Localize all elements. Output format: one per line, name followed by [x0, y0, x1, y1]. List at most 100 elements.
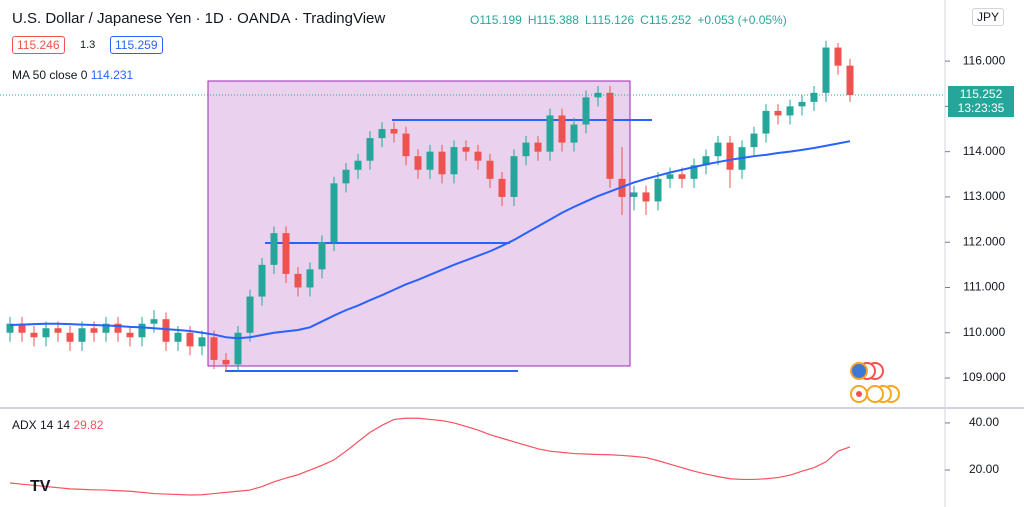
candle-body — [786, 106, 794, 116]
candle-body — [210, 337, 218, 360]
y-tick-label: 112.000 — [963, 234, 1006, 248]
candle-body — [630, 192, 638, 197]
line-series — [9, 417, 851, 496]
y-tick-label: 110.000 — [963, 325, 1006, 339]
last-price: 115.252 — [959, 87, 1003, 101]
candle-body — [174, 332, 182, 342]
ohlc-values: O115.199 H115.388 L115.126 C115.252 +0.053 (… — [470, 12, 793, 27]
candle-body — [462, 147, 470, 152]
candle-body — [270, 233, 278, 265]
y-tick-label: 113.000 — [963, 189, 1006, 203]
candle-body — [114, 323, 122, 333]
candle-body — [234, 332, 242, 365]
candle-body — [102, 323, 110, 333]
candle-body — [498, 178, 506, 197]
candle-body — [798, 101, 806, 107]
candle-body — [354, 160, 362, 170]
adx-name: ADX 14 14 — [12, 418, 71, 432]
candle-body — [486, 160, 494, 179]
ma-name: MA 50 close 0 — [12, 68, 88, 82]
buy-button[interactable]: 115.259 — [110, 36, 163, 54]
logo: TV — [30, 478, 51, 495]
candle-body — [762, 110, 770, 134]
candle-body — [810, 92, 818, 102]
ohlc-value: H115.388 — [527, 13, 579, 27]
candle-body — [150, 319, 158, 324]
candle-body — [606, 92, 614, 179]
candle-body — [846, 65, 854, 95]
candle-body — [390, 129, 398, 134]
ohlc-value: C115.252 — [640, 13, 692, 27]
candle-body — [90, 328, 98, 333]
candle-body — [186, 332, 194, 347]
range-box — [207, 80, 631, 367]
ohlc-value: L115.126 — [584, 13, 635, 27]
candle-body — [162, 319, 170, 342]
ma-value: 114.231 — [90, 68, 134, 82]
candle-body — [18, 323, 26, 333]
candle-body — [822, 47, 830, 93]
candle-body — [402, 133, 410, 157]
y-tick-label: 116.000 — [963, 53, 1006, 67]
candle-body — [510, 156, 518, 197]
candle-body — [246, 296, 254, 333]
y-tick-label: 114.000 — [963, 144, 1006, 158]
y-tick-label: 20.00 — [969, 462, 999, 476]
candle-body — [318, 242, 326, 270]
candle-body — [30, 332, 38, 338]
currency-button[interactable]: JPY — [972, 8, 1005, 26]
y-tick-label: 111.000 — [963, 280, 1005, 294]
adx-legend: ADX 14 14 29.82 — [12, 418, 103, 432]
ohlc-value: +0.053 (+0.05%) — [697, 13, 787, 27]
candle-body — [834, 47, 842, 66]
candle-body — [222, 359, 230, 365]
countdown: 13:23:35 — [957, 101, 1005, 115]
candle-body — [426, 151, 434, 170]
candle-body — [678, 174, 686, 179]
candle-body — [438, 151, 446, 175]
event-icons — [850, 362, 900, 403]
candle-body — [330, 183, 338, 243]
adx-value: 29.82 — [73, 418, 104, 432]
sell-button[interactable]: 115.246 — [12, 36, 65, 54]
candle-body — [570, 124, 578, 143]
candle-body — [282, 233, 290, 274]
candle-body — [474, 151, 482, 161]
line-series — [9, 140, 851, 340]
candle-body — [450, 147, 458, 175]
candle-body — [774, 110, 782, 116]
candle-body — [138, 323, 146, 338]
y-tick-label: 40.00 — [969, 415, 999, 429]
ma-legend: MA 50 close 0 114.231 — [12, 68, 133, 82]
candle-body — [534, 142, 542, 152]
candle-body — [378, 129, 386, 139]
candle-body — [714, 142, 722, 157]
candle-body — [522, 142, 530, 157]
last-price-label: 115.252 13:23:35 — [948, 86, 1014, 117]
candle-body — [306, 269, 314, 288]
candle-body — [642, 192, 650, 202]
candle-body — [126, 332, 134, 338]
candle-body — [6, 323, 14, 333]
candle-body — [702, 156, 710, 166]
candle-body — [666, 174, 674, 179]
candle-body — [750, 133, 758, 148]
candle-body — [78, 328, 86, 342]
y-tick-label: 109.000 — [962, 370, 1006, 384]
candle-body — [582, 97, 590, 125]
candle-body — [690, 165, 698, 179]
candle-body — [546, 115, 554, 152]
chart-title: U.S. Dollar / Japanese Yen · 1D · OANDA … — [12, 10, 386, 27]
spread: 1.3 — [80, 39, 96, 51]
candle-body — [294, 273, 302, 288]
candle-body — [258, 264, 266, 297]
candle-body — [654, 178, 662, 202]
candle-body — [726, 142, 734, 170]
candle-body — [414, 156, 422, 170]
candle-body — [54, 328, 62, 333]
ohlc-value: O115.199 — [470, 13, 522, 27]
candle-body — [198, 337, 206, 347]
candle-body — [366, 138, 374, 161]
